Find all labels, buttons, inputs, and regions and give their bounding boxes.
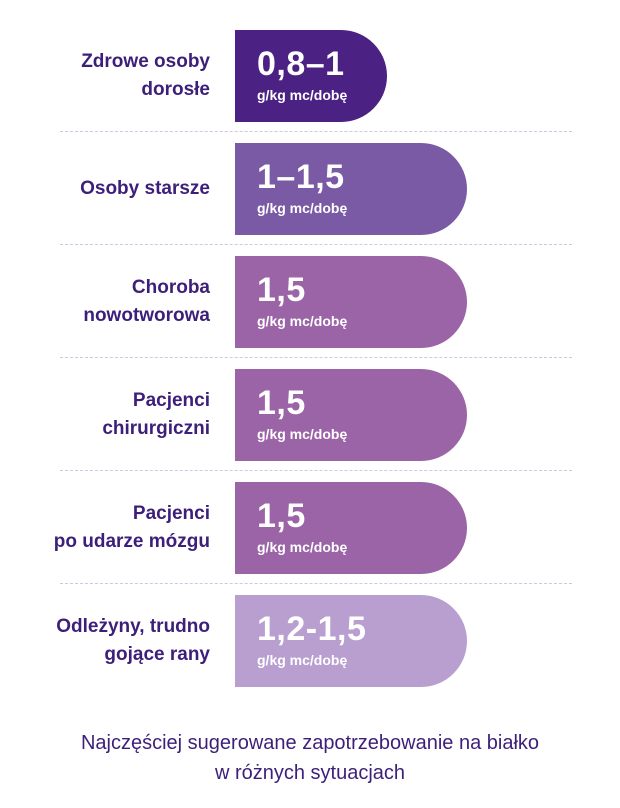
category-label: Odleżyny, trudno gojące rany	[56, 616, 210, 665]
chart-row: Zdrowe osoby dorosłe 0,8–1 g/kg mc/dobę	[0, 30, 620, 122]
value-label: 1–1,5	[257, 158, 345, 196]
chart-row: Pacjenci chirurgiczni 1,5 g/kg mc/dobę	[0, 369, 620, 461]
row-divider	[60, 357, 572, 358]
value-label: 1,5	[257, 497, 306, 535]
row-divider	[60, 583, 572, 584]
value-label: 1,5	[257, 271, 306, 309]
row-divider	[60, 131, 572, 132]
category-label: Pacjenci po udarze mózgu	[53, 503, 210, 552]
protein-requirement-chart: Zdrowe osoby dorosłe 0,8–1 g/kg mc/dobę Oso…	[0, 30, 620, 687]
category-label: Pacjenci chirurgiczni	[102, 390, 210, 439]
value-label: 0,8–1	[257, 45, 345, 83]
unit-label: g/kg mc/dobę	[257, 539, 348, 555]
value-bar: 1,2-1,5 g/kg mc/dobę	[235, 595, 467, 687]
chart-row: Choroba nowotworowa 1,5 g/kg mc/dobę	[0, 256, 620, 348]
value-bar: 0,8–1 g/kg mc/dobę	[235, 30, 387, 122]
row-divider	[60, 470, 572, 471]
category-label: Choroba nowotworowa	[83, 277, 210, 326]
unit-label: g/kg mc/dobę	[257, 87, 348, 103]
chart-row: Osoby starsze 1–1,5 g/kg mc/dobę	[0, 143, 620, 235]
row-divider	[60, 244, 572, 245]
value-bar: 1,5 g/kg mc/dobę	[235, 482, 467, 574]
value-label: 1,5	[257, 384, 306, 422]
value-bar: 1–1,5 g/kg mc/dobę	[235, 143, 467, 235]
unit-label: g/kg mc/dobę	[257, 313, 348, 329]
value-bar: 1,5 g/kg mc/dobę	[235, 256, 467, 348]
chart-row: Odleżyny, trudno gojące rany 1,2-1,5 g/kg …	[0, 595, 620, 687]
category-label: Osoby starsze	[80, 178, 210, 200]
chart-caption: Najczęściej sugerowane zapotrzebowanie n…	[80, 732, 540, 784]
unit-label: g/kg mc/dobę	[257, 200, 348, 216]
unit-label: g/kg mc/dobę	[257, 426, 348, 442]
value-label: 1,2-1,5	[257, 610, 367, 648]
category-label: Zdrowe osoby dorosłe	[81, 51, 210, 100]
chart-row: Pacjenci po udarze mózgu 1,5 g/kg mc/dobę	[0, 482, 620, 574]
unit-label: g/kg mc/dobę	[257, 652, 348, 668]
value-bar: 1,5 g/kg mc/dobę	[235, 369, 467, 461]
